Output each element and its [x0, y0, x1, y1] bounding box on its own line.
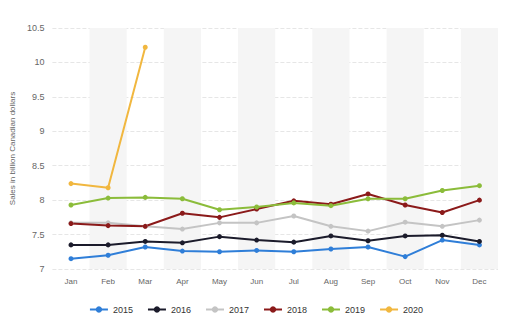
- svg-text:9.5: 9.5: [32, 92, 45, 102]
- svg-text:Nov: Nov: [435, 277, 449, 286]
- svg-text:10.5: 10.5: [27, 23, 45, 33]
- svg-text:Jan: Jan: [65, 277, 78, 286]
- svg-text:Apr: Apr: [176, 277, 189, 286]
- svg-text:2015: 2015: [113, 305, 133, 315]
- svg-text:2018: 2018: [287, 305, 307, 315]
- svg-text:8: 8: [39, 195, 44, 205]
- svg-text:2017: 2017: [229, 305, 249, 315]
- svg-text:Oct: Oct: [399, 277, 412, 286]
- svg-text:Jul: Jul: [289, 277, 299, 286]
- svg-text:10: 10: [34, 57, 44, 67]
- svg-text:Mar: Mar: [138, 277, 152, 286]
- svg-text:8.5: 8.5: [32, 161, 45, 171]
- svg-text:7: 7: [39, 264, 44, 274]
- svg-text:2016: 2016: [171, 305, 191, 315]
- svg-text:9: 9: [39, 126, 44, 136]
- svg-text:2019: 2019: [345, 305, 365, 315]
- svg-text:Feb: Feb: [101, 277, 115, 286]
- svg-text:Jun: Jun: [250, 277, 263, 286]
- svg-text:Dec: Dec: [472, 277, 486, 286]
- svg-text:May: May: [212, 277, 227, 286]
- svg-text:2020: 2020: [403, 305, 423, 315]
- svg-text:Aug: Aug: [324, 277, 338, 286]
- svg-text:Sep: Sep: [361, 277, 376, 286]
- svg-text:Sales in billion Canadian doll: Sales in billion Canadian dollars: [8, 92, 17, 205]
- svg-text:7.5: 7.5: [32, 230, 45, 240]
